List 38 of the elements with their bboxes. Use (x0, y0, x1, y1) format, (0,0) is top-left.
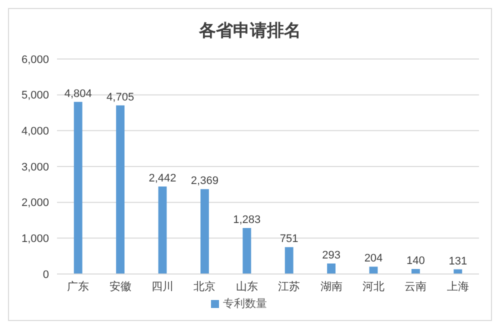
y-tick-label: 2,000 (21, 197, 49, 210)
y-tick-label: 1,000 (21, 233, 49, 246)
x-tick-label: 上海 (446, 280, 469, 293)
y-tick-label: 3,000 (21, 161, 49, 174)
data-label: 131 (448, 255, 468, 268)
data-label: 2,369 (190, 175, 218, 188)
x-tick-label: 北京 (194, 280, 216, 293)
bar (158, 186, 167, 274)
data-label: 4,705 (106, 91, 134, 104)
chart-title: 各省申请排名 (198, 20, 302, 42)
x-tick-label: 湖南 (320, 280, 342, 293)
x-tick-label: 河北 (362, 280, 384, 293)
y-tick-label: 4,000 (21, 126, 49, 138)
x-tick-label: 云南 (404, 280, 427, 293)
data-label: 2,442 (148, 172, 176, 184)
x-tick-label: 四川 (152, 280, 174, 293)
bar (327, 264, 336, 274)
bar (369, 266, 378, 274)
data-label: 1,283 (233, 214, 261, 226)
data-label: 4,804 (64, 88, 92, 100)
bar (284, 247, 294, 274)
data-label: 293 (322, 250, 340, 262)
bar (411, 268, 420, 274)
x-tick-label: 广东 (67, 280, 90, 293)
x-tick-label: 安徽 (109, 280, 132, 293)
data-label: 140 (406, 254, 425, 267)
y-tick-label: 0 (42, 268, 49, 281)
bar (200, 189, 209, 274)
data-label: 751 (280, 233, 298, 246)
bar (116, 105, 125, 274)
x-tick-label: 山东 (236, 280, 258, 293)
x-tick-label: 江苏 (278, 280, 300, 293)
y-tick-label: 6,000 (21, 54, 49, 66)
y-tick-label: 5,000 (21, 90, 49, 102)
bar (74, 102, 82, 274)
bar (242, 228, 252, 274)
data-label: 204 (364, 252, 383, 265)
legend-label: 专利数量 (223, 298, 267, 310)
